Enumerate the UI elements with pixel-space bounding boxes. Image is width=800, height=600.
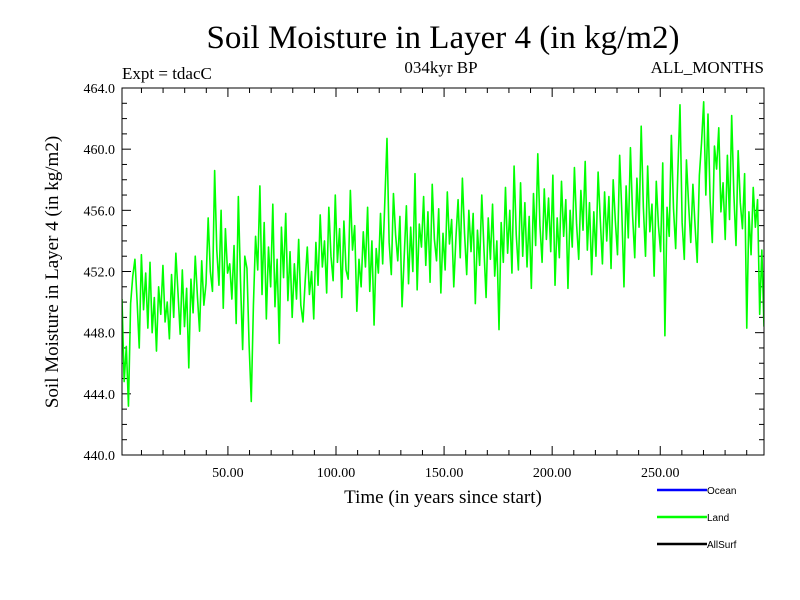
legend-label-land: Land	[707, 513, 729, 524]
expt-label: Expt = tdacC	[122, 64, 212, 83]
chart-title: Soil Moisture in Layer 4 (in kg/m2)	[207, 20, 680, 56]
y-tick-label: 456.0	[84, 204, 116, 219]
plot-frame	[121, 87, 765, 456]
x-axis-label: Time (in years since start)	[344, 487, 542, 508]
y-tick-label: 460.0	[84, 143, 116, 158]
legend: Ocean Land AllSurf	[657, 486, 737, 551]
x-tick-label: 250.00	[641, 466, 680, 481]
y-tick-label: 464.0	[84, 82, 116, 97]
y-tick-label: 448.0	[84, 327, 116, 342]
chart-subtitle: 034kyr BP	[404, 58, 477, 77]
y-tick-label: 444.0	[84, 388, 116, 403]
legend-label-allsurf: AllSurf	[707, 540, 737, 551]
y-tick-label: 452.0	[84, 266, 116, 281]
x-tick-label: 200.00	[533, 466, 572, 481]
legend-label-ocean: Ocean	[707, 486, 736, 497]
series-line-land	[122, 100, 764, 407]
x-tick-label: 150.00	[425, 466, 464, 481]
x-tick-label: 100.00	[317, 466, 356, 481]
months-label: ALL_MONTHS	[651, 58, 764, 77]
y-axis-label: Soil Moisture in Layer 4 (in kg/m2)	[42, 136, 63, 408]
x-tick-label: 50.00	[212, 466, 244, 481]
y-tick-label: 440.0	[84, 449, 116, 464]
